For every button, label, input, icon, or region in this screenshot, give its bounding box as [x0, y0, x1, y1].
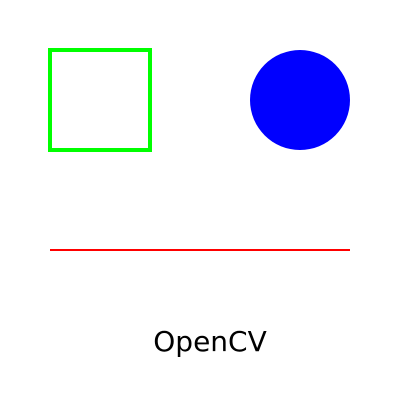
blue-filled-circle	[250, 50, 350, 150]
opencv-caption: OpenCV	[153, 325, 267, 358]
green-rectangle-outline	[48, 48, 152, 152]
